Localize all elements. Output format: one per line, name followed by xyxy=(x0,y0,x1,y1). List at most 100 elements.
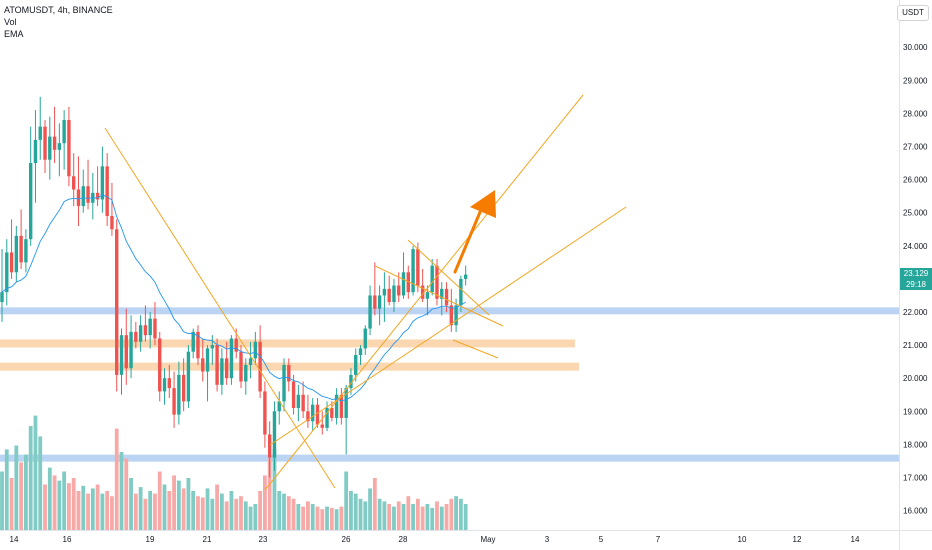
candle-body xyxy=(258,341,262,392)
volume-bar xyxy=(62,471,67,530)
time-tick-label: 26 xyxy=(342,535,351,544)
volume-bar xyxy=(47,467,52,530)
candle-body xyxy=(38,126,42,140)
trendline[interactable] xyxy=(264,94,584,491)
volume-bar xyxy=(286,496,291,530)
time-tick-label: May xyxy=(480,535,495,544)
volume-bar xyxy=(157,471,162,530)
volume-bar xyxy=(0,471,4,530)
volume-bar xyxy=(138,487,143,530)
volume-bar xyxy=(411,504,415,530)
volume-bar xyxy=(368,488,372,530)
trendline[interactable] xyxy=(104,127,336,489)
candle-body xyxy=(215,345,219,385)
candle-body xyxy=(229,338,234,379)
symbol-title[interactable]: ATOMUSDT, 4h, BINANCE xyxy=(4,5,113,15)
trendline[interactable] xyxy=(269,206,627,446)
trendline[interactable] xyxy=(374,265,504,327)
candle-body xyxy=(119,335,124,375)
candle-body xyxy=(277,401,281,412)
candle-body xyxy=(368,295,372,329)
candle-body xyxy=(373,295,377,309)
candle-body xyxy=(81,186,85,207)
volume-bar xyxy=(243,501,248,530)
candle-body xyxy=(0,292,4,303)
candle-body xyxy=(425,292,430,299)
candle-body xyxy=(459,278,463,306)
ema-indicator-label[interactable]: EMA xyxy=(4,29,24,39)
volume-bar xyxy=(215,484,219,530)
volume-bar xyxy=(296,504,301,530)
time-axis[interactable]: 14 16 19 21 23 26 28 May 3 5 7 10 12 14 xyxy=(10,535,860,544)
volume-bar xyxy=(372,478,377,530)
candle-body xyxy=(325,407,329,428)
candle-body xyxy=(306,411,310,422)
time-tick-label: 7 xyxy=(656,535,661,544)
volume-bar xyxy=(100,493,105,530)
volume-bar xyxy=(444,504,449,530)
ema-line xyxy=(1,194,466,402)
candle-body xyxy=(330,407,334,418)
volume-bar xyxy=(43,484,47,530)
volume-bar xyxy=(439,506,444,530)
volume-bar xyxy=(129,478,133,530)
volume-bar xyxy=(320,509,325,530)
candle-body xyxy=(28,163,33,240)
volume-bar xyxy=(267,458,272,530)
price-tick-label: 19.000 xyxy=(903,407,928,416)
candle-body xyxy=(397,285,401,296)
candle-body xyxy=(253,341,258,359)
volume-indicator-label[interactable]: Vol xyxy=(4,17,17,27)
candle-body xyxy=(349,374,353,389)
volume-bar xyxy=(344,471,349,530)
volume-bar xyxy=(224,501,229,530)
volume-bar xyxy=(449,498,454,530)
volume-bar xyxy=(301,506,306,530)
price-tick-label: 25.000 xyxy=(903,209,928,218)
candle-body xyxy=(57,143,62,150)
candle-body xyxy=(430,265,434,293)
volume-bar xyxy=(239,496,243,530)
volume-bar xyxy=(9,478,14,530)
candle-body xyxy=(167,378,171,389)
candle-body xyxy=(296,394,301,408)
time-tick-label: 14 xyxy=(10,535,19,544)
volume-bar xyxy=(406,496,411,530)
arrow-head xyxy=(470,190,496,218)
candle-body xyxy=(162,378,167,392)
candle-body xyxy=(301,394,305,412)
volume-bar xyxy=(435,501,439,530)
volume-bar xyxy=(19,462,24,530)
volume-bar xyxy=(38,436,43,530)
volume-bar xyxy=(272,449,277,530)
candle-body xyxy=(33,139,38,164)
last-price-value: 23.129 xyxy=(903,269,929,278)
volume-bar xyxy=(191,491,196,530)
time-tick-label: 10 xyxy=(738,535,747,544)
trendline[interactable] xyxy=(407,239,490,316)
price-tick-label: 21.000 xyxy=(903,341,928,350)
candle-body xyxy=(377,295,382,309)
volume-bar xyxy=(315,506,320,530)
volume-bar xyxy=(229,491,234,530)
candle-body xyxy=(401,272,406,296)
candle-body xyxy=(282,364,286,402)
candle-body xyxy=(153,318,157,339)
candle-body xyxy=(334,394,339,418)
volume-bar xyxy=(76,491,81,530)
quote-currency-badge[interactable]: USDT xyxy=(897,5,929,21)
candle-body xyxy=(177,374,181,415)
candle-body xyxy=(320,424,324,428)
trendline[interactable] xyxy=(452,339,499,359)
price-tick-label: 28.000 xyxy=(903,109,928,118)
volume-bar xyxy=(353,493,358,530)
volume-bar xyxy=(387,504,392,530)
volume-bar xyxy=(310,504,315,530)
candle-body xyxy=(287,364,291,382)
candle-body xyxy=(444,288,449,306)
volume-bar xyxy=(396,501,401,530)
candle-body xyxy=(311,404,315,422)
candle-body xyxy=(196,331,200,359)
candle-body xyxy=(72,176,76,190)
